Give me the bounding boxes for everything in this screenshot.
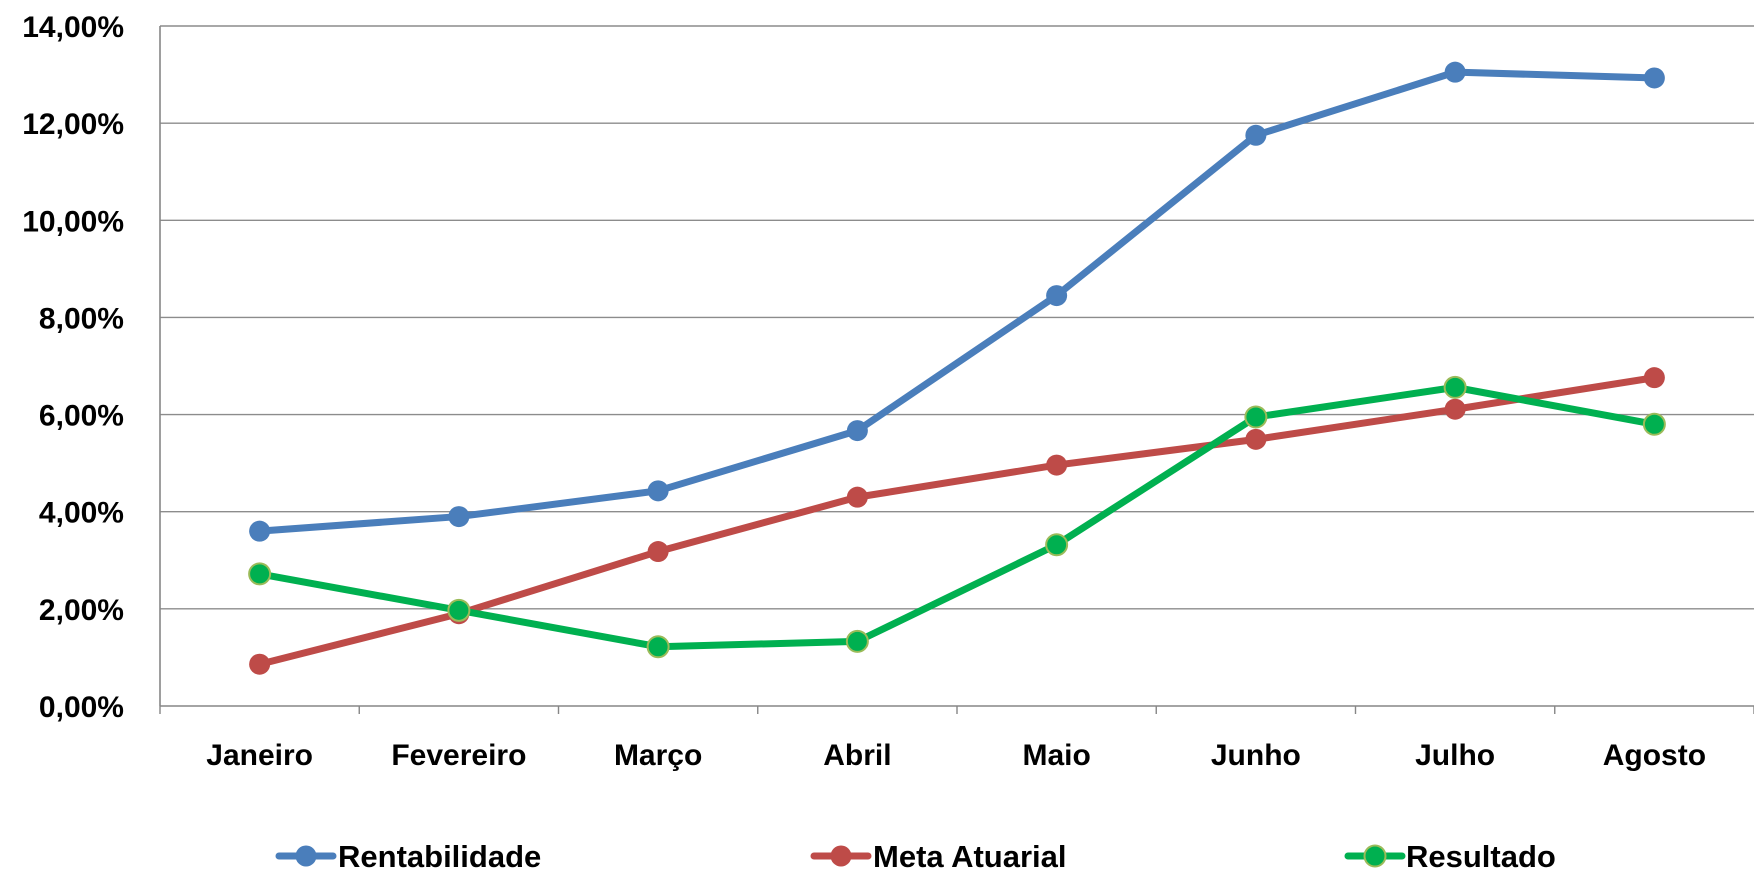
- series-meta-atuarial: [249, 367, 1665, 675]
- y-tick-label: 0,00%: [39, 691, 124, 724]
- x-tick-label: Junho: [1211, 739, 1301, 772]
- data-point: [845, 629, 869, 653]
- legend-item: Resultado: [1344, 839, 1556, 871]
- data-point: [249, 520, 271, 542]
- data-point: [448, 506, 470, 528]
- data-point: [647, 480, 669, 502]
- x-tick-label: Janeiro: [206, 739, 313, 772]
- data-point: [1245, 428, 1267, 450]
- series-line: [256, 68, 1658, 535]
- legend-label: Meta Atuarial: [873, 839, 1067, 871]
- x-tick-label: Fevereiro: [391, 739, 526, 772]
- y-tick-label: 8,00%: [39, 302, 124, 335]
- legend: Rentabilidade Meta Atuarial Resultado: [275, 839, 1556, 871]
- data-point: [1444, 398, 1466, 420]
- x-tick-label: Julho: [1415, 739, 1495, 772]
- data-point: [1444, 61, 1466, 83]
- gridlines: [160, 25, 1754, 707]
- y-tick-label: 14,00%: [22, 11, 124, 44]
- data-point: [1045, 533, 1069, 557]
- data-point: [1642, 412, 1666, 436]
- data-point: [447, 598, 471, 622]
- legend-swatch-marker: [295, 845, 317, 867]
- legend-label: Rentabilidade: [338, 839, 541, 871]
- data-point: [1046, 285, 1068, 307]
- x-tick-label: Maio: [1022, 739, 1090, 772]
- legend-swatch-marker: [830, 845, 852, 867]
- data-point: [1245, 124, 1267, 146]
- y-tick-label: 2,00%: [39, 594, 124, 627]
- data-point: [1643, 367, 1665, 389]
- x-tick-label: Agosto: [1603, 739, 1706, 772]
- data-point: [646, 635, 670, 659]
- data-point: [248, 562, 272, 586]
- y-axis: 0,00% 2,00% 4,00% 6,00% 8,00% 10,00% 12,00% 14,…: [22, 11, 161, 724]
- data-point: [846, 486, 868, 508]
- legend-item: Rentabilidade: [275, 839, 541, 871]
- legend-swatch-marker: [1363, 844, 1387, 868]
- legend-label: Resultado: [1406, 839, 1556, 871]
- x-tick-label: Abril: [823, 739, 891, 772]
- y-tick-label: 6,00%: [39, 400, 124, 433]
- data-point: [249, 653, 271, 675]
- data-point: [1643, 67, 1665, 89]
- series-group: [248, 61, 1666, 675]
- data-point: [1443, 375, 1467, 399]
- y-tick-label: 4,00%: [39, 497, 124, 530]
- series-rentabilidade: [249, 61, 1665, 542]
- data-point: [1046, 454, 1068, 476]
- data-point: [647, 541, 669, 563]
- series-line: [256, 374, 1658, 668]
- series-line: [256, 383, 1658, 651]
- data-point: [846, 420, 868, 442]
- x-axis: Janeiro Fevereiro Março Abril Maio Junho Julho…: [159, 706, 1754, 772]
- legend-item: Meta Atuarial: [810, 839, 1067, 871]
- y-tick-label: 12,00%: [22, 108, 124, 141]
- series-resultado: [248, 375, 1666, 659]
- data-point: [1244, 405, 1268, 429]
- y-tick-label: 10,00%: [22, 205, 124, 238]
- x-tick-label: Março: [614, 739, 702, 772]
